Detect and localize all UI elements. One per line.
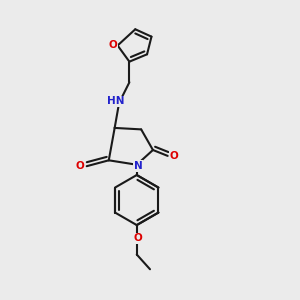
Text: O: O [109,40,118,50]
Text: O: O [170,151,178,161]
Text: N: N [134,161,142,171]
Text: O: O [134,233,142,243]
Text: O: O [76,161,85,171]
Text: HN: HN [107,96,125,106]
